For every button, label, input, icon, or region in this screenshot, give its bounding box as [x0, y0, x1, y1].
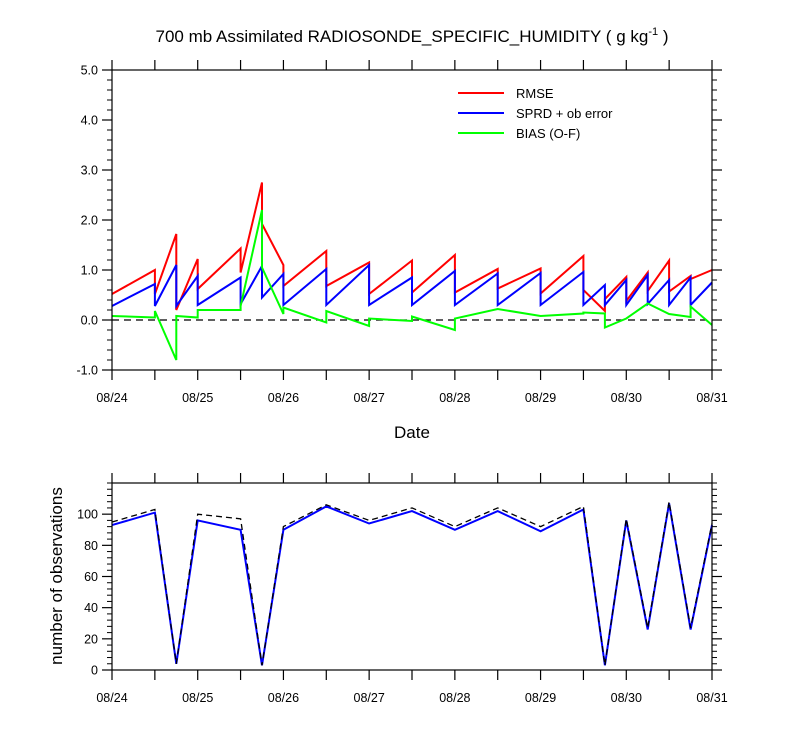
top-y-tick-label: 2.0 — [81, 214, 98, 228]
bottom-axis-ticks: 08/24 08/25 08/26 08/27 08/28 08/29 08/30 08/31… — [77, 473, 728, 705]
bottom-series-group — [111, 501, 713, 666]
bottom-x-tick-label: 08/29 — [525, 691, 556, 705]
bottom-y-tick-label: 60 — [84, 570, 98, 584]
top-x-tick-label: 08/27 — [354, 391, 385, 405]
bottom-y-tick-label: 0 — [91, 664, 98, 678]
bottom-x-tick-label: 08/28 — [439, 691, 470, 705]
legend-label-1: SPRD + ob error — [516, 106, 613, 121]
bottom-y-tick-label: 80 — [84, 539, 98, 553]
legend-label-2: BIAS (O-F) — [516, 126, 580, 141]
top-x-axis-title: Date — [394, 423, 430, 442]
top-series-line-0 — [111, 182, 713, 314]
top-x-tick-label: 08/24 — [96, 391, 127, 405]
top-series-line-1 — [111, 262, 713, 310]
bottom-series-line-0 — [111, 503, 713, 666]
top-axis-ticks: 08/24 08/25 08/26 08/27 08/28 08/29 08/30 08/31… — [76, 60, 728, 405]
top-y-tick-label: 5.0 — [81, 64, 98, 78]
top-y-tick-label: -1.0 — [76, 364, 98, 378]
top-series-group — [111, 182, 713, 361]
chart-title: 700 mb Assimilated RADIOSONDE_SPECIFIC_H… — [156, 26, 669, 46]
chart-title-units-superscript: -1 — [648, 26, 658, 38]
bottom-x-tick-label: 08/24 — [96, 691, 127, 705]
top-x-tick-label: 08/25 — [182, 391, 213, 405]
bottom-x-tick-label: 08/30 — [611, 691, 642, 705]
bottom-x-tick-label: 08/31 — [696, 691, 727, 705]
top-y-tick-label: 1.0 — [81, 264, 98, 278]
chart-title-end: ) — [658, 27, 668, 46]
top-x-tick-label: 08/29 — [525, 391, 556, 405]
top-plot-frame — [111, 69, 713, 371]
top-y-tick-label: 0.0 — [81, 314, 98, 328]
bottom-y-tick-label: 20 — [84, 632, 98, 646]
top-y-tick-label: 4.0 — [81, 114, 98, 128]
top-x-tick-label: 08/30 — [611, 391, 642, 405]
bottom-y-tick-label: 40 — [84, 601, 98, 615]
chart-title-main: 700 mb Assimilated RADIOSONDE_SPECIFIC_H… — [156, 27, 649, 46]
bottom-x-tick-label: 08/25 — [182, 691, 213, 705]
top-frame-rect — [111, 69, 713, 371]
bottom-series-line-1 — [111, 501, 713, 666]
top-x-tick-label: 08/28 — [439, 391, 470, 405]
legend-label-0: RMSE — [516, 86, 554, 101]
bottom-y-axis-title: number of observations — [47, 487, 66, 665]
top-x-tick-label: 08/26 — [268, 391, 299, 405]
top-legend: RMSE SPRD + ob error BIAS (O-F) — [458, 86, 613, 141]
top-y-tick-label: 3.0 — [81, 164, 98, 178]
bottom-y-tick-label: 100 — [77, 508, 98, 522]
bottom-x-tick-label: 08/26 — [268, 691, 299, 705]
top-x-tick-label: 08/31 — [696, 391, 727, 405]
bottom-x-tick-label: 08/27 — [354, 691, 385, 705]
top-series-line-2 — [111, 209, 713, 361]
